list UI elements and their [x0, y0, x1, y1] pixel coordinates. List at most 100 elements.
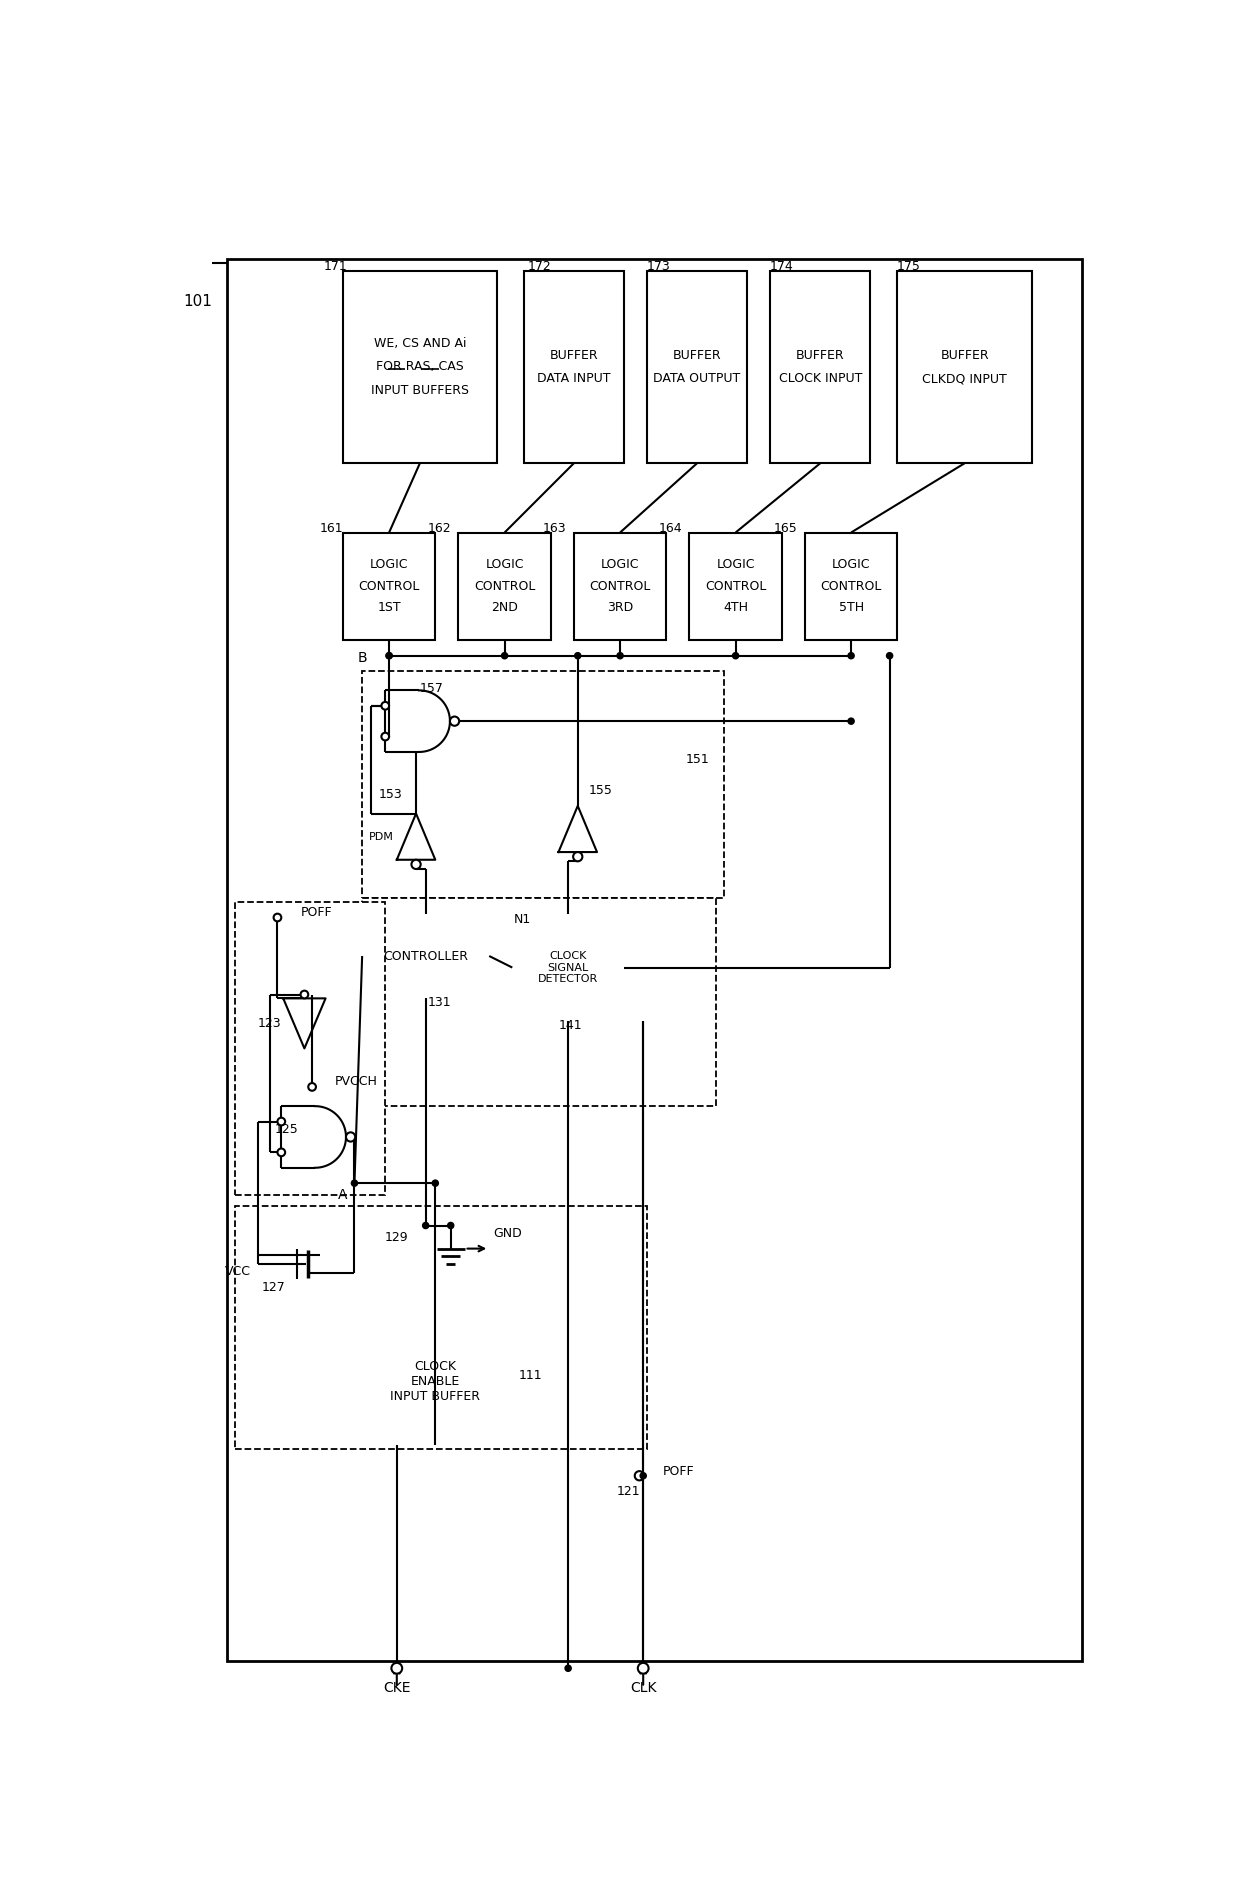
Text: INPUT BUFFER: INPUT BUFFER — [391, 1391, 480, 1403]
Text: 111: 111 — [518, 1368, 542, 1382]
Text: 161: 161 — [320, 521, 343, 535]
Text: SIGNAL: SIGNAL — [548, 963, 589, 972]
Circle shape — [501, 653, 507, 658]
Circle shape — [448, 1222, 454, 1229]
Text: INPUT BUFFERS: INPUT BUFFERS — [371, 384, 469, 396]
Circle shape — [433, 1180, 439, 1186]
Text: CONTROL: CONTROL — [589, 580, 651, 594]
Bar — [805, 533, 898, 639]
Circle shape — [300, 991, 309, 999]
Text: ENABLE: ENABLE — [410, 1376, 460, 1387]
Text: BUFFER: BUFFER — [673, 348, 722, 362]
Bar — [236, 1207, 647, 1448]
Bar — [343, 533, 435, 639]
Bar — [512, 913, 624, 1022]
Bar — [898, 270, 1032, 462]
Circle shape — [733, 653, 739, 658]
Bar — [362, 898, 717, 1106]
Bar — [362, 913, 490, 999]
Text: 141: 141 — [558, 1018, 582, 1031]
Bar — [362, 672, 724, 898]
Text: DATA OUTPUT: DATA OUTPUT — [653, 371, 740, 384]
Circle shape — [392, 1663, 402, 1673]
Text: 1ST: 1ST — [377, 601, 401, 615]
Text: 5TH: 5TH — [838, 601, 864, 615]
Circle shape — [565, 1665, 572, 1671]
Bar — [227, 259, 1083, 1661]
Text: LOGIC: LOGIC — [717, 558, 755, 571]
Circle shape — [274, 913, 281, 921]
Text: LOGIC: LOGIC — [370, 558, 408, 571]
Circle shape — [278, 1117, 285, 1125]
Circle shape — [351, 1180, 357, 1186]
Text: PDM: PDM — [370, 832, 394, 841]
Text: CLK: CLK — [630, 1680, 656, 1694]
Circle shape — [346, 1132, 355, 1142]
Text: BUFFER: BUFFER — [940, 348, 990, 362]
Circle shape — [309, 1083, 316, 1090]
Bar — [355, 1319, 516, 1444]
Text: A: A — [339, 1187, 347, 1201]
Circle shape — [423, 1222, 429, 1229]
Text: CONTROL: CONTROL — [821, 580, 882, 594]
Polygon shape — [397, 814, 435, 860]
Text: 121: 121 — [616, 1484, 640, 1498]
Text: 174: 174 — [770, 261, 794, 274]
Circle shape — [386, 653, 392, 658]
Text: 164: 164 — [658, 521, 682, 535]
Text: PVCCH: PVCCH — [335, 1075, 378, 1089]
Text: 175: 175 — [897, 261, 921, 274]
Text: DATA INPUT: DATA INPUT — [537, 371, 610, 384]
Text: 173: 173 — [647, 261, 671, 274]
Text: CONTROL: CONTROL — [358, 580, 420, 594]
Text: 4TH: 4TH — [723, 601, 748, 615]
Text: WE, CS AND Ai: WE, CS AND Ai — [373, 337, 466, 350]
Polygon shape — [283, 999, 326, 1049]
Text: BUFFER: BUFFER — [796, 348, 844, 362]
Circle shape — [887, 653, 893, 658]
Text: 127: 127 — [262, 1281, 285, 1294]
Circle shape — [640, 1473, 646, 1479]
Text: N1: N1 — [513, 913, 531, 925]
Text: CONTROL: CONTROL — [704, 580, 766, 594]
Circle shape — [382, 702, 389, 710]
Text: LOGIC: LOGIC — [601, 558, 640, 571]
Bar — [523, 270, 624, 462]
Text: VCC: VCC — [224, 1265, 250, 1279]
Text: CKE: CKE — [383, 1680, 410, 1694]
Text: 2ND: 2ND — [491, 601, 518, 615]
Bar — [459, 533, 551, 639]
Text: CLKDQ INPUT: CLKDQ INPUT — [923, 371, 1007, 384]
Text: 151: 151 — [686, 754, 709, 767]
Text: 3RD: 3RD — [606, 601, 634, 615]
Text: CONTROL: CONTROL — [474, 580, 536, 594]
Text: 162: 162 — [428, 521, 451, 535]
Text: CLOCK INPUT: CLOCK INPUT — [779, 371, 862, 384]
Text: 157: 157 — [419, 683, 444, 695]
Text: LOGIC: LOGIC — [485, 558, 523, 571]
Text: LOGIC: LOGIC — [832, 558, 870, 571]
Text: POFF: POFF — [662, 1465, 694, 1479]
Text: FOR RAS, CAS: FOR RAS, CAS — [376, 360, 464, 373]
Text: CONTROLLER: CONTROLLER — [383, 950, 469, 963]
Text: DETECTOR: DETECTOR — [538, 974, 598, 984]
Circle shape — [574, 653, 580, 658]
Bar — [689, 533, 781, 639]
Bar — [647, 270, 748, 462]
Text: BUFFER: BUFFER — [549, 348, 598, 362]
Circle shape — [573, 853, 583, 862]
Circle shape — [278, 1149, 285, 1157]
Circle shape — [637, 1663, 649, 1673]
Text: 129: 129 — [384, 1231, 408, 1243]
Bar — [574, 533, 666, 639]
Text: POFF: POFF — [300, 906, 332, 919]
Circle shape — [382, 733, 389, 740]
Text: 123: 123 — [258, 1016, 281, 1030]
Circle shape — [848, 653, 854, 658]
Polygon shape — [558, 805, 596, 853]
Text: 125: 125 — [275, 1123, 299, 1136]
Bar — [343, 270, 497, 462]
Text: CLOCK: CLOCK — [549, 952, 587, 961]
Bar — [236, 902, 386, 1195]
Text: 171: 171 — [324, 261, 347, 274]
